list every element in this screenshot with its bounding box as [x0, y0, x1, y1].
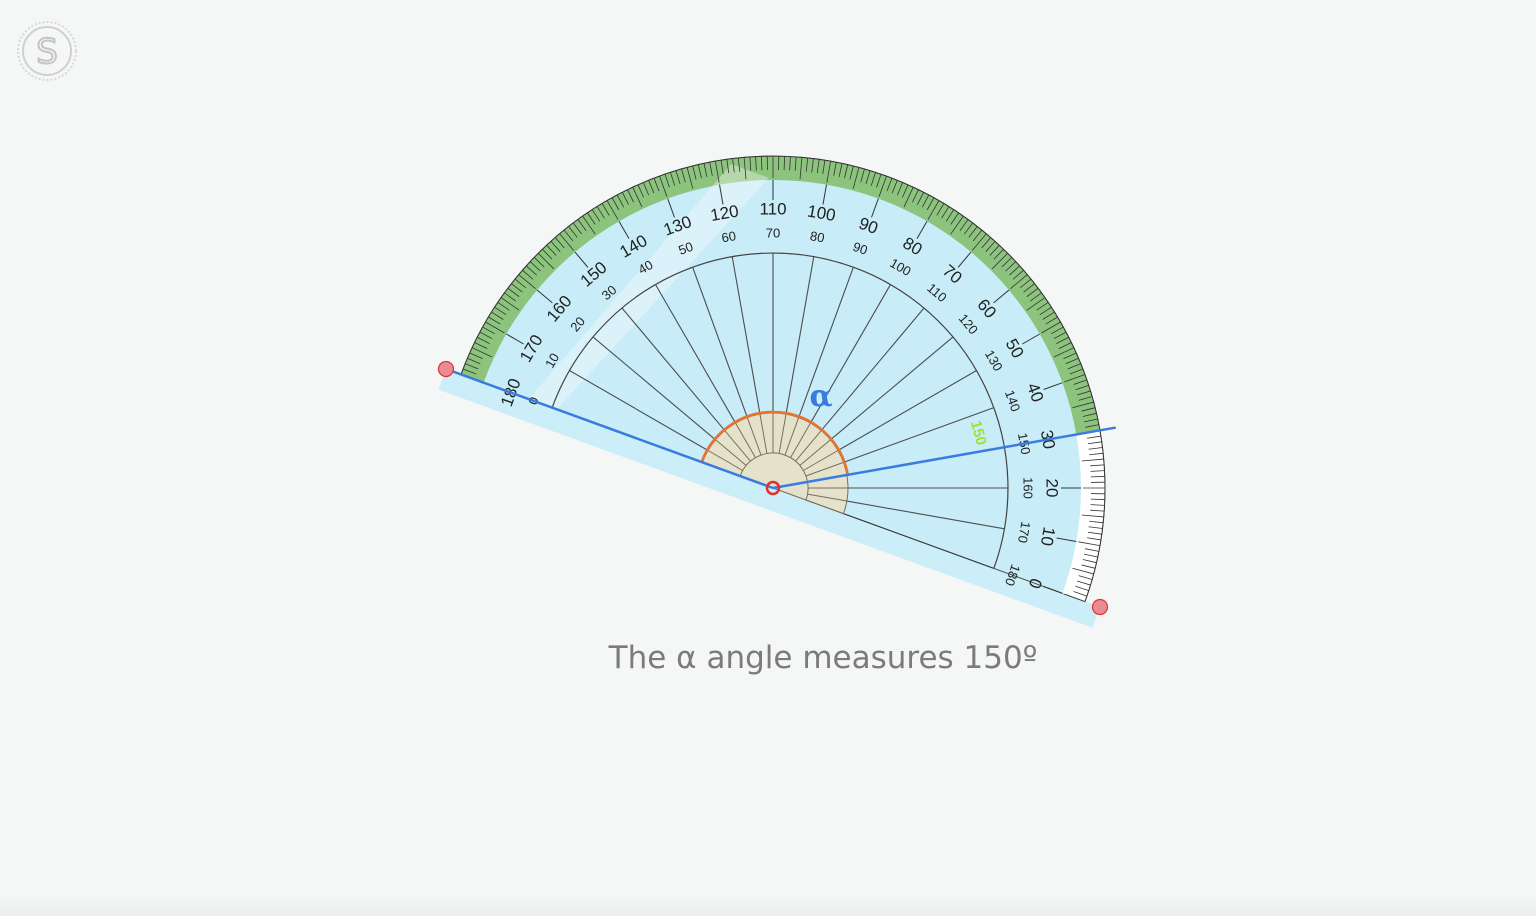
- protractor[interactable]: 0180101702016030150401405013060120701108…: [431, 54, 1220, 630]
- rotate-handle[interactable]: [1090, 597, 1109, 616]
- major-ticks: [483, 180, 1081, 594]
- outer-scale-label: 10: [1037, 525, 1059, 547]
- inner-scale-label: 60: [720, 228, 737, 245]
- inner-scale-label: 180: [1002, 562, 1024, 588]
- left-ray-handle[interactable]: [436, 359, 455, 378]
- angle-overlay: α: [809, 379, 832, 414]
- outer-edge: [460, 155, 1106, 602]
- inner-scale-label: 40: [635, 257, 655, 277]
- logo-letter: S: [36, 32, 58, 72]
- angle-band-empty: [1062, 430, 1105, 602]
- angle-caption: The α angle measures 150º: [608, 640, 1038, 676]
- left-ray: [445, 367, 774, 490]
- angle-band-filled: [461, 156, 1100, 435]
- center-handle[interactable]: [765, 480, 781, 496]
- right-ray: [772, 426, 1116, 490]
- angle-symbol: α: [809, 379, 832, 414]
- inner-scale-label: 10: [542, 350, 562, 370]
- bottom-bar: [0, 894, 1536, 916]
- inner-scale-label: 90: [851, 239, 870, 258]
- inner-scale-label: 170: [1015, 520, 1034, 544]
- inner-scale-label: 80: [809, 228, 826, 245]
- hub-inner-arc: [739, 452, 809, 501]
- fine-ticks: [460, 155, 1106, 602]
- logo-icon: S: [17, 21, 77, 81]
- inner-scale-label: 50: [676, 239, 695, 258]
- inner-arc: [551, 252, 1009, 569]
- outer-scale-label: 110: [759, 199, 786, 218]
- inner-scale-label: 70: [766, 225, 780, 240]
- inner-scale-label: 160: [1021, 477, 1036, 499]
- angle-arc: [700, 410, 850, 476]
- ruler-strip: [438, 368, 1101, 628]
- outer-scale-label: 120: [709, 201, 740, 225]
- measured-angle-indicator: 150: [967, 419, 990, 448]
- outer-scale-label: 100: [806, 201, 837, 225]
- radial-lines: [551, 252, 1009, 569]
- outer-scale-label: 20: [1043, 479, 1062, 498]
- hub-lines: [702, 413, 848, 515]
- glare: [528, 164, 769, 410]
- inner-scale-label: 140: [1002, 388, 1024, 414]
